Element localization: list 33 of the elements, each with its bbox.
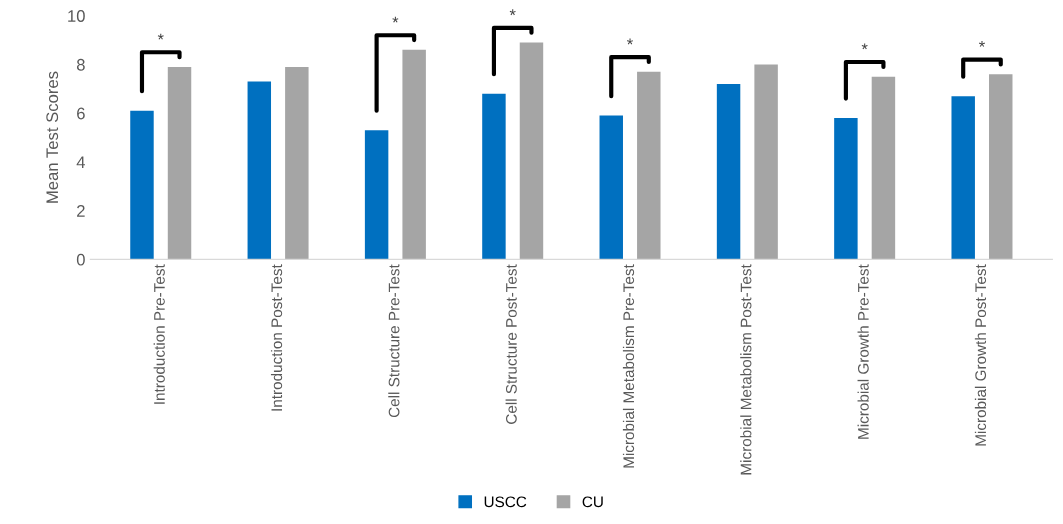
- y-tick-label: 6: [77, 107, 85, 120]
- y-tick-label: 10: [68, 10, 85, 22]
- bar: [364, 130, 389, 260]
- bar: [482, 93, 506, 260]
- annotation: *: [861, 43, 868, 50]
- x-tick-label: Cell Structure Pre-Test: [388, 264, 400, 418]
- bar: [247, 81, 272, 260]
- bar: [834, 118, 858, 260]
- y-tick-label: 0: [76, 253, 85, 266]
- x-tick-label: Microbial Metabolism Pre-Test: [622, 264, 635, 468]
- x-tick-label: Microbial Growth Post-Test: [974, 264, 987, 446]
- bar: [130, 110, 154, 260]
- y-tick-label: 2: [77, 205, 85, 217]
- legend-label: CU: [582, 496, 603, 508]
- annotation: *: [627, 38, 634, 45]
- text: *: [509, 9, 516, 16]
- annotation: *: [979, 41, 985, 47]
- annotation: *: [157, 33, 164, 40]
- bar: [599, 115, 623, 260]
- bar: [716, 83, 741, 260]
- y-axis-title: Mean Test Scores: [46, 71, 59, 203]
- x-tick-label: Introduction Pre-Test: [153, 264, 165, 404]
- bar: [754, 64, 778, 260]
- annotation: *: [392, 16, 399, 23]
- x-tick-label: Introduction Post-Test: [270, 264, 283, 411]
- y-tick-label: 8: [76, 58, 85, 71]
- legend-label: USCC: [484, 496, 527, 508]
- y-tick-label: 4: [76, 156, 86, 168]
- bar: [951, 96, 975, 260]
- x-tick-label: Microbial Metabolism Post-Test: [740, 264, 752, 475]
- x-tick-label: Cell Structure Post-Test: [505, 264, 517, 424]
- bar: [285, 66, 309, 260]
- x-tick-label: Microbial Growth Pre-Test: [857, 264, 869, 439]
